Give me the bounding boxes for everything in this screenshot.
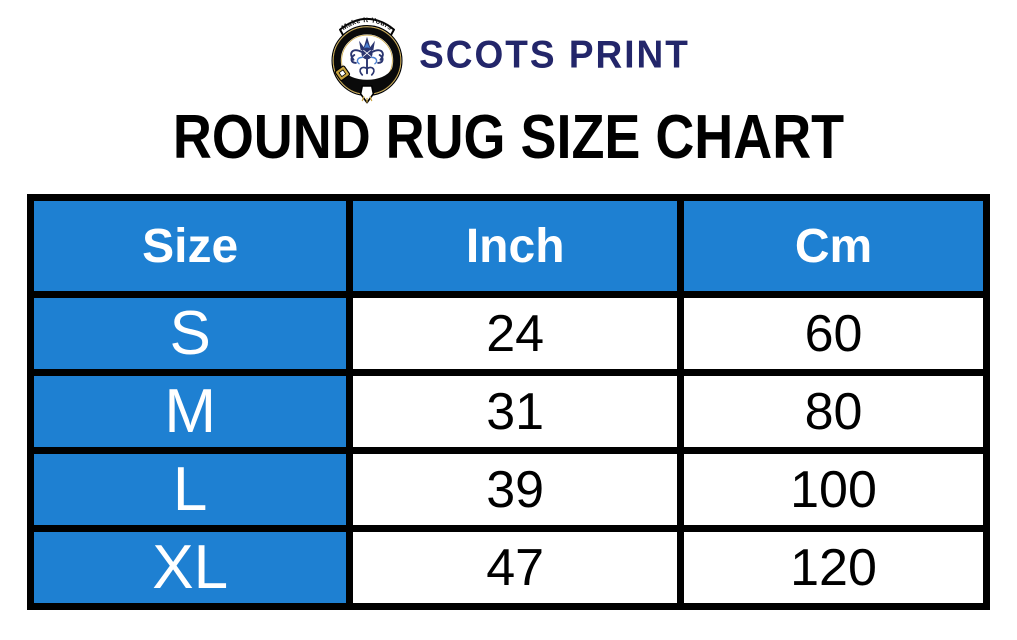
brand-name: SCOTS PRINT — [419, 32, 690, 77]
thistle-icon — [350, 36, 384, 76]
size-label: XL — [26, 525, 354, 610]
cm-value: 60 — [677, 291, 990, 376]
column-header-cm: Cm — [677, 194, 990, 298]
cm-value: 80 — [677, 369, 990, 454]
inch-value: 39 — [346, 447, 685, 532]
inch-value: 47 — [346, 525, 685, 610]
table-row-s: S 24 60 — [26, 291, 990, 376]
size-label: M — [26, 369, 354, 454]
table-row-xl: XL 47 120 — [26, 525, 990, 610]
column-header-inch: Inch — [346, 194, 685, 298]
cm-value: 120 — [677, 525, 990, 610]
cm-value: 100 — [677, 447, 990, 532]
strap-tail-icon — [359, 85, 375, 104]
size-chart-table: Size Inch Cm S 24 60 M 31 80 L 39 100 — [26, 194, 990, 610]
page-title: ROUND RUG SIZE CHART — [172, 103, 845, 172]
size-label: S — [26, 291, 354, 376]
table-header-row: Size Inch Cm — [26, 194, 990, 298]
scots-print-crest-logo: Make It Yours — [327, 5, 407, 105]
column-header-size: Size — [26, 194, 354, 298]
brand-header: Make It Yours — [0, 0, 1017, 104]
clan-crest-icon: Make It Yours — [331, 16, 403, 104]
size-label: L — [26, 447, 354, 532]
table-row-l: L 39 100 — [26, 447, 990, 532]
table-row-m: M 31 80 — [26, 369, 990, 454]
inch-value: 31 — [346, 369, 685, 454]
inch-value: 24 — [346, 291, 685, 376]
strap-buckle-icon — [334, 65, 399, 87]
